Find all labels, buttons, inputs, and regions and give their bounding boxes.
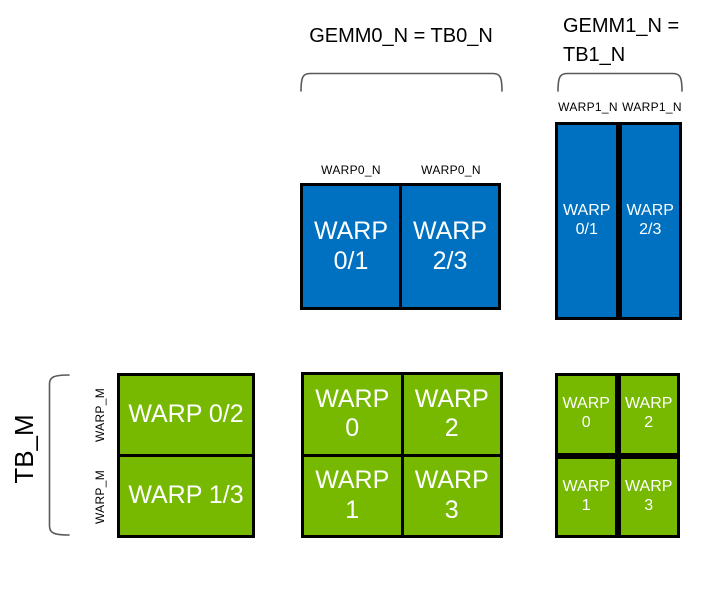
warp-cell-line2: 1 — [345, 495, 360, 524]
warp-cell-line2: 0 — [581, 414, 591, 432]
green-mid-warp-box: WARP 0 WARP 2 WARP 1 WARP 3 — [301, 372, 503, 538]
warp-cell-line2: 2/3 — [639, 221, 662, 238]
warp-cell-line2: 2 — [444, 414, 459, 443]
warp1n-label-right: WARP1_N — [622, 100, 682, 114]
green-left-cell-warp13: WARP 1/3 — [120, 457, 252, 535]
tb1n-bracket — [557, 72, 683, 92]
warp-cell-line1: WARP — [313, 217, 389, 245]
warp-cell-line2: 0/1 — [575, 221, 598, 238]
warp-cell-line1: WARP — [414, 466, 489, 495]
tbm-bracket — [48, 374, 70, 536]
tbm-dimension-label: TB_M — [9, 414, 39, 484]
gemm0-blue-cell-warp01: WARP 0/1 — [303, 186, 399, 307]
warp-cell-line1: WARP — [315, 466, 390, 495]
warp-cell-line2: 3 — [644, 496, 654, 514]
gemm1-blue-cell-warp23: WARP 2/3 — [621, 125, 679, 317]
warp-cell-line1: WARP — [315, 384, 390, 413]
gemm0-dimension-label: GEMM0_N = TB0_N — [309, 25, 493, 47]
gemm1-dimension-label: GEMM1_N = TB1_N — [563, 12, 679, 70]
warp-cell-line2: 1 — [581, 496, 591, 514]
warp-cell-line2: 3 — [444, 495, 459, 524]
green-mid-cell-warp2: WARP 2 — [403, 375, 500, 454]
warpm-label-top: WARP_M — [93, 387, 107, 443]
green-mid-cell-warp1: WARP 1 — [304, 456, 401, 535]
green-left-warp-box: WARP 0/2 WARP 1/3 — [117, 373, 255, 538]
green-right-cell-warp0: WARP 0 — [558, 376, 615, 453]
green-mid-cell-warp0: WARP 0 — [304, 375, 401, 454]
warp-cell-line1: WARP — [625, 395, 673, 413]
green-left-cell-warp02: WARP 0/2 — [120, 376, 252, 454]
warp-cell-line1: WARP — [412, 217, 488, 245]
warp-cell-line2: 0 — [345, 414, 360, 443]
warp-cell-line1: WARP — [625, 477, 673, 495]
warp0n-label-left: WARP0_N — [321, 163, 381, 177]
warp-cell-label: WARP 0/2 — [128, 400, 244, 429]
warp-cell-line1: WARP — [563, 202, 611, 220]
gemm0-blue-cell-warp23: WARP 2/3 — [402, 186, 498, 307]
green-mid-cell-warp3: WARP 3 — [403, 456, 500, 535]
tb0n-bracket — [300, 72, 503, 92]
warp-cell-line2: 2/3 — [432, 246, 468, 275]
warp-cell-line1: WARP — [562, 477, 610, 495]
gemm1-blue-warp-box: WARP 0/1 WARP 2/3 — [555, 122, 682, 320]
warpm-label-bottom: WARP_M — [93, 469, 107, 525]
warp-cell-label: WARP 1/3 — [128, 481, 244, 510]
warp-cell-line1: WARP — [626, 202, 674, 220]
gemm1-blue-cell-warp01: WARP 0/1 — [558, 125, 616, 317]
warp1n-label-left: WARP1_N — [558, 100, 618, 114]
green-right-cell-warp2: WARP 2 — [620, 376, 677, 453]
gemm0-blue-warp-box: WARP 0/1 WARP 2/3 — [300, 183, 501, 310]
green-right-cell-warp1: WARP 1 — [558, 458, 615, 535]
green-right-warp-box: WARP 0 WARP 2 WARP 1 WARP 3 — [555, 373, 680, 538]
green-right-cell-warp3: WARP 3 — [620, 458, 677, 535]
warp-cell-line1: WARP — [562, 395, 610, 413]
gemm1-label-line2: TB1_N — [563, 44, 626, 66]
warp-cell-line1: WARP — [414, 384, 489, 413]
warp-cell-line2: 0/1 — [333, 246, 369, 275]
warp0n-label-right: WARP0_N — [421, 163, 481, 177]
warp-cell-line2: 2 — [644, 414, 654, 432]
gemm1-label-line1: GEMM1_N = — [563, 15, 680, 37]
